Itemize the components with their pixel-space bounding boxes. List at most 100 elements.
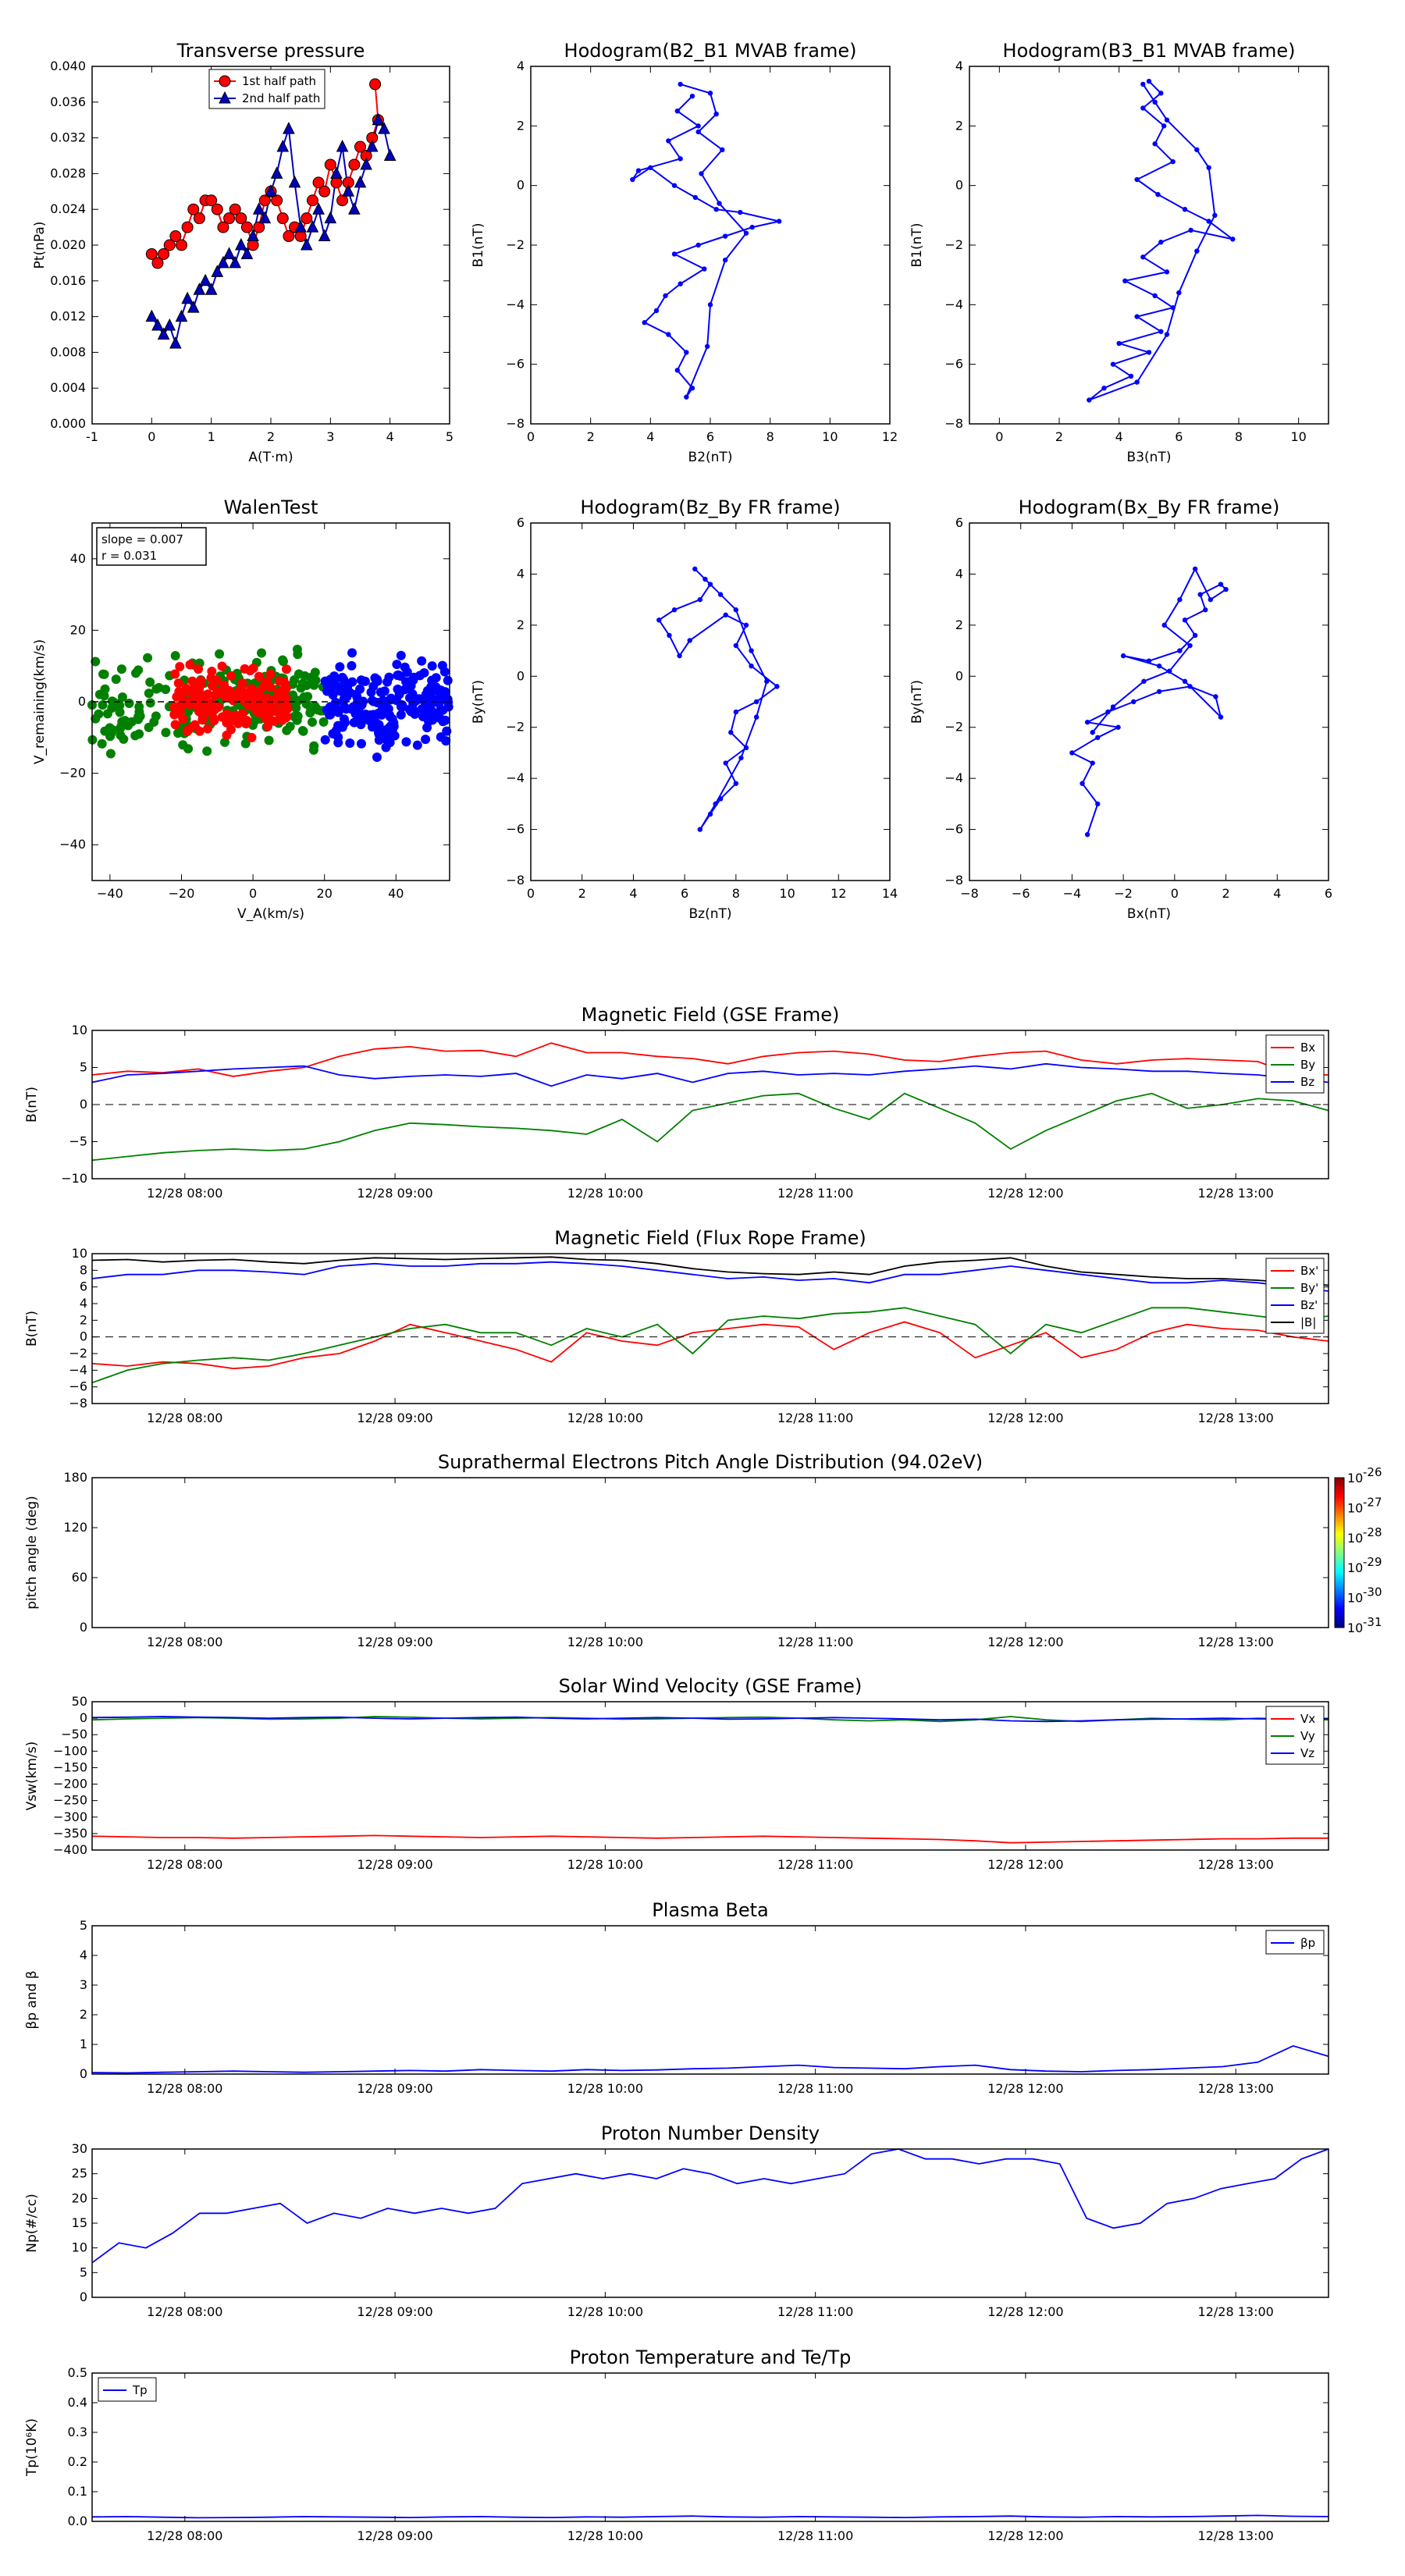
y-tick-label: −8 [944, 416, 963, 431]
data-point [338, 674, 348, 685]
data-point [339, 714, 349, 724]
series-line [91, 2044, 1329, 2074]
data-point [365, 139, 379, 152]
data-point [692, 194, 699, 201]
data-point [257, 648, 267, 658]
x-tick-label: 4 [646, 429, 654, 444]
x-tick-label: 12/28 08:00 [147, 2528, 222, 2543]
data-point [1206, 165, 1211, 170]
data-point [187, 301, 200, 313]
legend-box [1265, 1930, 1325, 1955]
data-point [713, 207, 719, 212]
y-axis-label: B1(nT) [909, 223, 925, 268]
y-tick-label: 180 [63, 1470, 87, 1485]
legend-label: Vz [1300, 1746, 1314, 1760]
data-point [433, 697, 443, 707]
x-tick-label: 12/28 08:00 [147, 1186, 222, 1201]
y-tick-label: −2 [944, 720, 963, 735]
data-point [689, 93, 695, 99]
y-tick-label: 0.040 [50, 59, 86, 73]
data-point [687, 638, 692, 643]
data-point [144, 722, 154, 732]
x-tick-label: 12/28 12:00 [987, 1635, 1063, 1649]
data-point [749, 664, 754, 669]
data-point [1140, 105, 1146, 111]
data-point [163, 318, 176, 331]
y-tick-label: 10 [72, 2240, 87, 2255]
data-point [1152, 99, 1158, 105]
plot-frame [530, 522, 891, 881]
data-point [283, 122, 295, 134]
data-point [1177, 648, 1183, 653]
data-point [98, 700, 108, 710]
data-point [1120, 653, 1126, 659]
data-point [145, 309, 158, 322]
data-point [1141, 678, 1147, 685]
y-tick-label: 0.004 [50, 380, 86, 395]
legend-label: Tp [132, 2383, 148, 2397]
data-point [293, 669, 304, 679]
data-point [717, 201, 722, 206]
data-point [253, 221, 265, 233]
data-point [356, 738, 366, 749]
data-point [252, 202, 265, 215]
data-point [396, 650, 406, 660]
data-point [347, 660, 357, 671]
data-point [207, 667, 217, 677]
data-point [220, 686, 230, 696]
data-point [219, 91, 231, 104]
data-point [219, 75, 231, 87]
y-tick-label: 0 [80, 2066, 87, 2081]
legend-label: βp [1300, 1936, 1315, 1950]
data-point [407, 688, 418, 699]
x-tick-label: 12/28 11:00 [777, 2304, 853, 2319]
y-tick-label: 0.016 [50, 273, 86, 288]
y-tick-label: 0.000 [50, 416, 86, 431]
y-tick-label: 6 [517, 515, 525, 530]
data-point [360, 157, 372, 170]
data-point [702, 266, 707, 272]
x-tick-label: 4 [629, 886, 637, 901]
colorbar-tick-exponent: -31 [1363, 1615, 1382, 1629]
x-tick-label: 0 [995, 429, 1003, 444]
data-point [427, 715, 437, 725]
data-point [720, 147, 725, 153]
data-point [738, 755, 744, 761]
data-point [360, 676, 370, 686]
y-tick-label: 1 [80, 2037, 87, 2051]
y-tick-label: 0.020 [50, 237, 86, 252]
y-axis-label: By(nT) [471, 680, 486, 724]
x-tick-label: 12/28 11:00 [777, 2528, 853, 2543]
data-point [229, 203, 241, 215]
data-point [106, 728, 116, 738]
y-tick-label: 4 [80, 1296, 87, 1311]
x-tick-label: 12/28 10:00 [567, 1857, 643, 1872]
data-point [324, 158, 336, 171]
y-tick-label: 2 [80, 2007, 87, 2022]
data-point [695, 242, 701, 248]
data-point [1192, 566, 1198, 572]
data-point [776, 219, 782, 224]
x-tick-label: 12/28 13:00 [1198, 1186, 1274, 1201]
data-point [1128, 373, 1134, 379]
data-point [1208, 596, 1214, 603]
data-point [733, 709, 739, 715]
data-point [205, 283, 218, 295]
data-point [247, 229, 259, 242]
series-line [91, 1062, 1329, 1087]
legend-label: Vx [1300, 1712, 1315, 1726]
x-tick-label: 2 [587, 429, 595, 444]
data-point [102, 709, 112, 719]
x-tick-label: 12/28 12:00 [987, 2528, 1063, 2543]
data-point [404, 704, 414, 714]
y-tick-label: 0 [517, 178, 525, 193]
data-point [158, 247, 170, 260]
data-point [328, 728, 338, 738]
data-point [151, 711, 161, 721]
x-tick-label: 12/28 13:00 [1198, 2081, 1274, 2096]
data-point [178, 740, 188, 750]
x-tick-label: 4 [386, 429, 394, 444]
data-point [349, 717, 359, 728]
y-tick-label: −2 [69, 1346, 87, 1361]
y-tick-label: 5 [80, 1918, 87, 1933]
